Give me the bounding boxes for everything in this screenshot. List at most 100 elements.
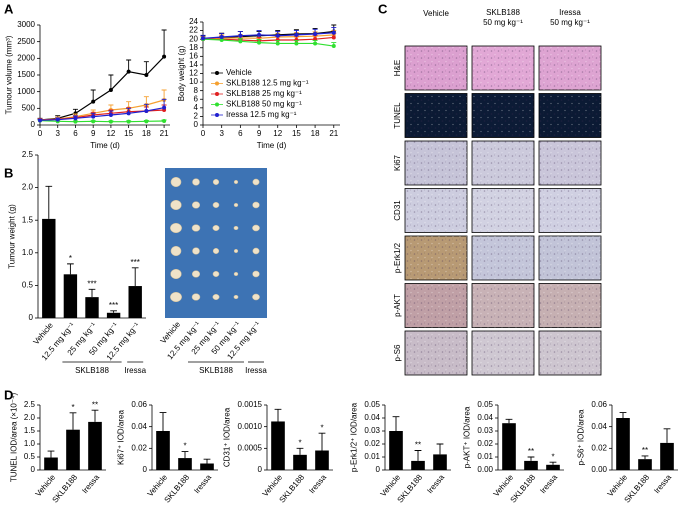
column-header: 50 mg kg⁻¹ <box>550 18 590 27</box>
y-tick-label: 2000 <box>17 53 35 62</box>
bar <box>660 442 674 470</box>
tumour <box>170 268 182 280</box>
error-bar <box>414 450 422 461</box>
y-axis-title: Body weight (g) <box>177 45 186 101</box>
series-line <box>203 36 334 42</box>
data-point <box>238 39 243 44</box>
y-tick-label: 1.0 <box>22 248 34 257</box>
y-tick-label: 2500 <box>17 37 35 46</box>
data-point <box>144 73 149 77</box>
row-label: p-AKT <box>393 294 402 317</box>
data-point <box>108 119 113 124</box>
error-bar <box>47 450 55 458</box>
x-tick-label: Iressa <box>652 472 673 495</box>
x-tick-label: 12 <box>273 129 282 138</box>
tumour <box>212 225 220 231</box>
data-point <box>331 30 336 35</box>
x-tick-label: 18 <box>311 129 320 138</box>
y-tick-label: 0.04 <box>477 413 493 422</box>
tumour <box>252 201 260 209</box>
y-tick-label: 0.02 <box>591 443 607 452</box>
y-tick-label: 0.04 <box>591 422 607 431</box>
y-tick-label: 1.0 <box>24 439 36 448</box>
panel-label: C <box>378 1 388 16</box>
micrograph-texture <box>405 331 467 375</box>
significance-label: * <box>320 423 323 432</box>
data-point <box>294 32 299 37</box>
error-bar <box>143 61 149 75</box>
y-tick-label: 0.05 <box>477 400 493 409</box>
significance-label: * <box>69 254 72 263</box>
y-tick-label: 0.0005 <box>238 443 263 452</box>
y-tick-label: 0 <box>194 120 199 129</box>
x-tick-label: 6 <box>73 129 78 138</box>
x-tick-label: Iressa <box>538 472 559 495</box>
micrograph-texture <box>539 236 601 280</box>
error-bar <box>274 408 282 422</box>
micrograph-texture <box>472 331 534 375</box>
bar <box>88 421 102 470</box>
bar <box>502 423 516 470</box>
micrograph-texture <box>539 188 601 233</box>
data-point <box>55 117 60 122</box>
micrograph-texture <box>405 141 467 185</box>
panel-label: B <box>4 165 13 180</box>
y-tick-label: 0.0010 <box>238 422 263 431</box>
error-bar <box>527 456 535 461</box>
tumour <box>192 178 200 186</box>
data-point <box>162 105 167 110</box>
row-label: p-Erk1/2 <box>393 242 402 273</box>
legend-marker <box>215 92 219 96</box>
tumour <box>191 224 201 232</box>
error-bar <box>663 428 671 443</box>
y-tick-label: 0.02 <box>477 439 493 448</box>
bar <box>178 458 192 470</box>
x-axis-title: Time (d) <box>90 141 120 150</box>
x-tick-label: 3 <box>56 129 61 138</box>
micrograph-texture <box>405 188 467 233</box>
y-axis-title: p-S6⁺ IOD/area <box>577 409 586 465</box>
series-line <box>202 32 334 39</box>
x-tick-label: 15 <box>124 129 133 138</box>
error-bar <box>181 451 189 459</box>
group-label: Iressa <box>124 366 146 375</box>
error-bar <box>88 288 96 298</box>
data-point <box>108 113 113 117</box>
y-tick-label: 1000 <box>17 87 35 96</box>
x-tick-label: 0 <box>201 129 206 138</box>
significance-label: *** <box>87 279 96 288</box>
micrograph-texture <box>539 93 601 138</box>
column-header: Iressa <box>559 8 581 17</box>
y-tick-label: 0.05 <box>364 400 380 409</box>
group-label: SKLB188 <box>75 366 109 375</box>
bar <box>524 460 538 470</box>
y-tick-label: 22 <box>189 26 198 35</box>
bar <box>389 431 403 470</box>
significance-label: * <box>298 438 301 447</box>
row-label: p-S6 <box>393 344 402 361</box>
error-bar <box>641 455 649 460</box>
y-tick-label: 1.5 <box>24 426 36 435</box>
tumour <box>170 199 182 211</box>
y-tick-label: 0.5 <box>24 452 36 461</box>
tumour <box>252 224 260 232</box>
y-tick-label: 16 <box>189 51 198 60</box>
micrograph-texture <box>472 283 534 328</box>
micrograph-texture <box>405 46 467 90</box>
legend-marker <box>215 113 219 117</box>
bar <box>106 312 121 318</box>
y-tick-label: 0.06 <box>591 400 607 409</box>
micrograph-texture <box>539 331 601 375</box>
tumour <box>191 270 201 278</box>
y-tick-label: 0.03 <box>477 426 493 435</box>
error-bar <box>203 458 211 464</box>
column-header: Vehicle <box>423 9 449 18</box>
tumour <box>233 202 239 208</box>
row-label: CD31 <box>393 200 402 221</box>
significance-label: ** <box>92 400 98 409</box>
y-axis-title: Ki67⁺ IOD/area <box>117 409 126 464</box>
row-label: TUNEL <box>393 102 402 129</box>
y-tick-label: 12 <box>189 69 198 78</box>
bar <box>44 457 58 470</box>
series-line <box>202 34 334 40</box>
